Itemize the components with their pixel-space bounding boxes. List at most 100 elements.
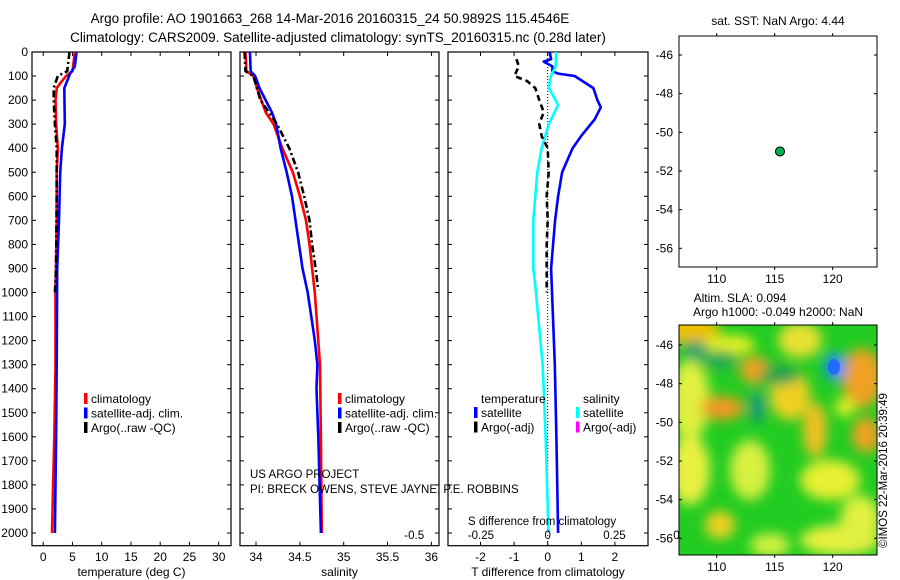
difference-line-2 (513, 58, 551, 293)
lon-tick-label: 120 (823, 560, 843, 574)
salinity-legend-label: satellite-adj. clim. (345, 407, 437, 421)
lat-tick-label: -46 (656, 48, 674, 62)
temperature-legend-label: satellite-adj. clim. (91, 407, 183, 421)
sla-title-line1: Altim. SLA: 0.094 (694, 291, 787, 305)
lon-tick-label: 115 (765, 272, 784, 286)
float-position-marker (774, 146, 785, 157)
position-map-title: sat. SST: NaN Argo: 4.44 (711, 14, 845, 28)
x-tick-label: 1 (578, 550, 585, 564)
lon-tick-label: 110 (707, 560, 726, 574)
x-tick-label: -1 (509, 550, 520, 564)
sla-map-frame (678, 324, 878, 556)
temperature-legend-label: Argo(..raw -QC) (91, 421, 176, 435)
temperature-legend-label: climatology (91, 392, 151, 406)
lat-tick-label: -46 (656, 338, 674, 352)
salinity-line-argo (243, 51, 320, 291)
project-credit: US ARGO PROJECT (250, 469, 359, 481)
y-tick-label: 1700 (1, 454, 28, 468)
sla-anomaly-blob (760, 365, 800, 385)
temperature-line-climatology (50, 51, 77, 534)
x-axis-label: T difference from climatology (471, 565, 625, 579)
temperature-line-argo (52, 51, 71, 293)
lat-tick-label: -48 (656, 87, 674, 101)
x-tick-label: 0 (544, 550, 551, 564)
sla-anomaly-blob (842, 348, 877, 408)
x-tick-label: -2 (475, 550, 486, 564)
legend-header-temperature: temperature (481, 392, 546, 406)
temperature-legend-marker (84, 422, 88, 433)
sla-anomaly-blob (705, 335, 755, 355)
difference-line-1 (531, 51, 560, 534)
salinity-legend-label: climatology (345, 392, 405, 406)
legend-header-salinity: salinity (583, 392, 620, 406)
sla-anomaly-blob (800, 460, 860, 500)
sla-anomaly-blob (679, 360, 710, 440)
y-tick-label: 200 (8, 93, 28, 107)
temperature-line-satellite (53, 51, 78, 534)
plot-frame (239, 51, 440, 547)
difference-t-legend-marker (474, 407, 478, 418)
x-tick-label: 34 (249, 550, 263, 564)
sla-anomaly-blob (749, 391, 765, 423)
sla-low-core (828, 359, 840, 375)
y-tick-label: 700 (8, 213, 28, 227)
y-tick-label: 1400 (1, 382, 28, 396)
x-tick-label: 36 (425, 550, 439, 564)
sla-title-line2: Argo h1000: -0.049 h2000: NaN (693, 305, 863, 319)
x2-tick-label: 0.25 (603, 530, 625, 542)
x-tick-label: 25 (183, 550, 197, 564)
lat-tick-label: -52 (656, 164, 674, 178)
y-tick-label: 300 (8, 117, 28, 131)
y-tick-label: 1100 (2, 310, 28, 324)
sla-anomaly-blob (702, 350, 738, 370)
y-tick-label: 400 (8, 141, 28, 155)
x-tick-label: 2 (612, 550, 619, 564)
temperature-panel: 0 5 10 15 20 25 30 temperature (deg C) 0 100 200 30… (1, 45, 232, 579)
figure-title-line2: Climatology: CARS2009. Satellite-adjuste… (70, 30, 606, 45)
lat-tick-label: -50 (656, 125, 674, 139)
x-tick-label: 34.5 (288, 550, 312, 564)
x-tick-label: 35 (337, 550, 351, 564)
x-tick-label: 5 (69, 550, 76, 564)
difference-line-0 (542, 51, 603, 534)
y-tick-label: 1000 (1, 286, 28, 300)
difference-s-legend-marker (576, 421, 580, 433)
sla-heatmap-field (679, 325, 877, 555)
salinity-legend-marker (338, 407, 342, 419)
y-tick-label: 600 (8, 189, 28, 203)
lon-tick-label: 115 (765, 560, 784, 574)
sla-anomaly-blob (750, 533, 790, 555)
sla-anomaly-blob (835, 397, 855, 417)
position-map-panel: sat. SST: NaN Argo: 4.44 -46 -48 -50 -52 -54 -… (656, 14, 878, 286)
y-tick-label: 1800 (1, 478, 28, 492)
salinity-legend-marker (338, 422, 342, 433)
pi-credit: PI: BRECK OWENS, STEVE JAYNE, P.E. ROBBI… (250, 484, 519, 496)
difference-t-legend-label: Argo(-adj) (481, 421, 534, 435)
lat-tick-label: -56 (656, 241, 674, 255)
x-axis-label: temperature (deg C) (77, 565, 185, 579)
lat-tick-label: -50 (656, 415, 674, 429)
sla-anomaly-blob (705, 511, 735, 539)
temperature-legend-marker (84, 407, 88, 419)
salinity-panel: 34 34.5 35 35.5 36 salinity climatologysatelli… (239, 51, 440, 579)
lat-tick-label: -48 (656, 377, 674, 391)
difference-panel: -2 -1 0 1 2T difference from climatology temp… (404, 51, 689, 579)
y-tick-label: 1900 (1, 502, 28, 516)
difference-t-legend-label: satellite (481, 406, 522, 420)
y-tick-label: 1300 (1, 358, 28, 372)
sla-anomaly-blob (803, 402, 827, 458)
copyright-stamp: ©IMOS 22-Mar-2016 20:39:49 (878, 393, 890, 548)
sla-anomaly-blob (840, 495, 877, 545)
x-tick-label: 20 (154, 550, 168, 564)
temperature-legend-marker (84, 393, 88, 404)
y-tick-label: 100 (8, 69, 28, 83)
sla-anomaly-blob (683, 340, 707, 360)
x-tick-label: 35.5 (376, 550, 400, 564)
salinity-legend-label: Argo(..raw -QC) (345, 421, 430, 435)
x-axis-label: salinity (321, 565, 358, 579)
x2-tick-label: -0.25 (468, 530, 494, 542)
sla-anomaly-blob (852, 417, 877, 453)
x-tick-label: 10 (95, 550, 109, 564)
x-tick-label: 15 (124, 550, 138, 564)
y-tick-label: 500 (8, 165, 28, 179)
